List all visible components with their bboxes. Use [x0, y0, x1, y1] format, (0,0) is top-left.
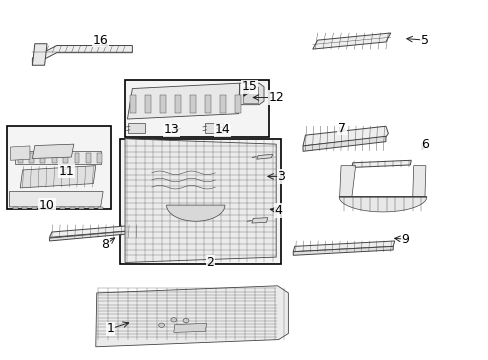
Text: 16: 16 — [93, 33, 108, 47]
Polygon shape — [351, 160, 410, 167]
Bar — [219, 95, 225, 113]
Bar — [70, 207, 75, 210]
Text: 4: 4 — [274, 204, 282, 217]
Polygon shape — [20, 166, 96, 188]
Bar — [63, 153, 68, 163]
Bar — [32, 207, 37, 210]
Polygon shape — [205, 123, 222, 134]
Bar — [74, 153, 79, 163]
Polygon shape — [127, 83, 239, 119]
Polygon shape — [256, 154, 272, 159]
Bar — [234, 95, 240, 113]
Bar — [160, 95, 165, 113]
Polygon shape — [49, 225, 140, 237]
Polygon shape — [293, 246, 392, 255]
Text: 7: 7 — [337, 122, 346, 135]
Polygon shape — [312, 33, 390, 49]
Bar — [175, 95, 181, 113]
Polygon shape — [339, 166, 355, 198]
Text: 5: 5 — [420, 33, 428, 47]
Polygon shape — [412, 166, 425, 198]
Polygon shape — [293, 241, 394, 252]
Polygon shape — [10, 146, 30, 160]
Polygon shape — [32, 45, 132, 65]
Text: 1: 1 — [106, 322, 114, 335]
Polygon shape — [15, 151, 101, 164]
Bar — [79, 207, 84, 210]
Text: 12: 12 — [268, 91, 284, 104]
Bar — [97, 153, 102, 163]
Text: 8: 8 — [102, 238, 109, 251]
Bar — [125, 80, 268, 137]
Polygon shape — [303, 126, 387, 146]
Bar — [41, 153, 45, 163]
Polygon shape — [96, 286, 288, 347]
Bar — [29, 153, 34, 163]
Bar — [22, 207, 27, 210]
Text: 11: 11 — [59, 165, 74, 177]
Text: 9: 9 — [401, 233, 408, 246]
Bar — [60, 207, 65, 210]
Bar — [204, 95, 210, 113]
Circle shape — [170, 318, 176, 322]
Bar — [88, 207, 93, 210]
Text: 14: 14 — [214, 123, 230, 136]
Bar — [189, 95, 195, 113]
Polygon shape — [251, 218, 267, 223]
Polygon shape — [239, 83, 264, 105]
Polygon shape — [125, 139, 276, 262]
Polygon shape — [32, 144, 74, 158]
Polygon shape — [128, 123, 144, 134]
Polygon shape — [166, 205, 224, 221]
Bar — [144, 95, 150, 113]
Polygon shape — [32, 44, 47, 65]
Text: 3: 3 — [277, 170, 285, 183]
Bar — [18, 153, 22, 163]
Text: 10: 10 — [39, 199, 55, 212]
Bar — [13, 207, 18, 210]
Bar — [120, 139, 281, 264]
Text: 13: 13 — [163, 123, 179, 136]
Bar — [52, 153, 57, 163]
Polygon shape — [303, 136, 385, 151]
Polygon shape — [338, 197, 426, 212]
Bar — [98, 207, 103, 210]
Bar — [51, 207, 56, 210]
Bar — [130, 95, 136, 113]
Text: 6: 6 — [420, 138, 428, 150]
Bar — [243, 87, 257, 103]
Text: 2: 2 — [206, 256, 214, 269]
Circle shape — [183, 319, 188, 323]
Text: 15: 15 — [241, 80, 257, 93]
Bar — [6, 126, 111, 209]
Polygon shape — [173, 323, 206, 332]
Polygon shape — [49, 230, 137, 241]
Circle shape — [158, 323, 164, 327]
Bar — [86, 153, 91, 163]
Polygon shape — [9, 192, 103, 207]
Bar — [41, 207, 46, 210]
